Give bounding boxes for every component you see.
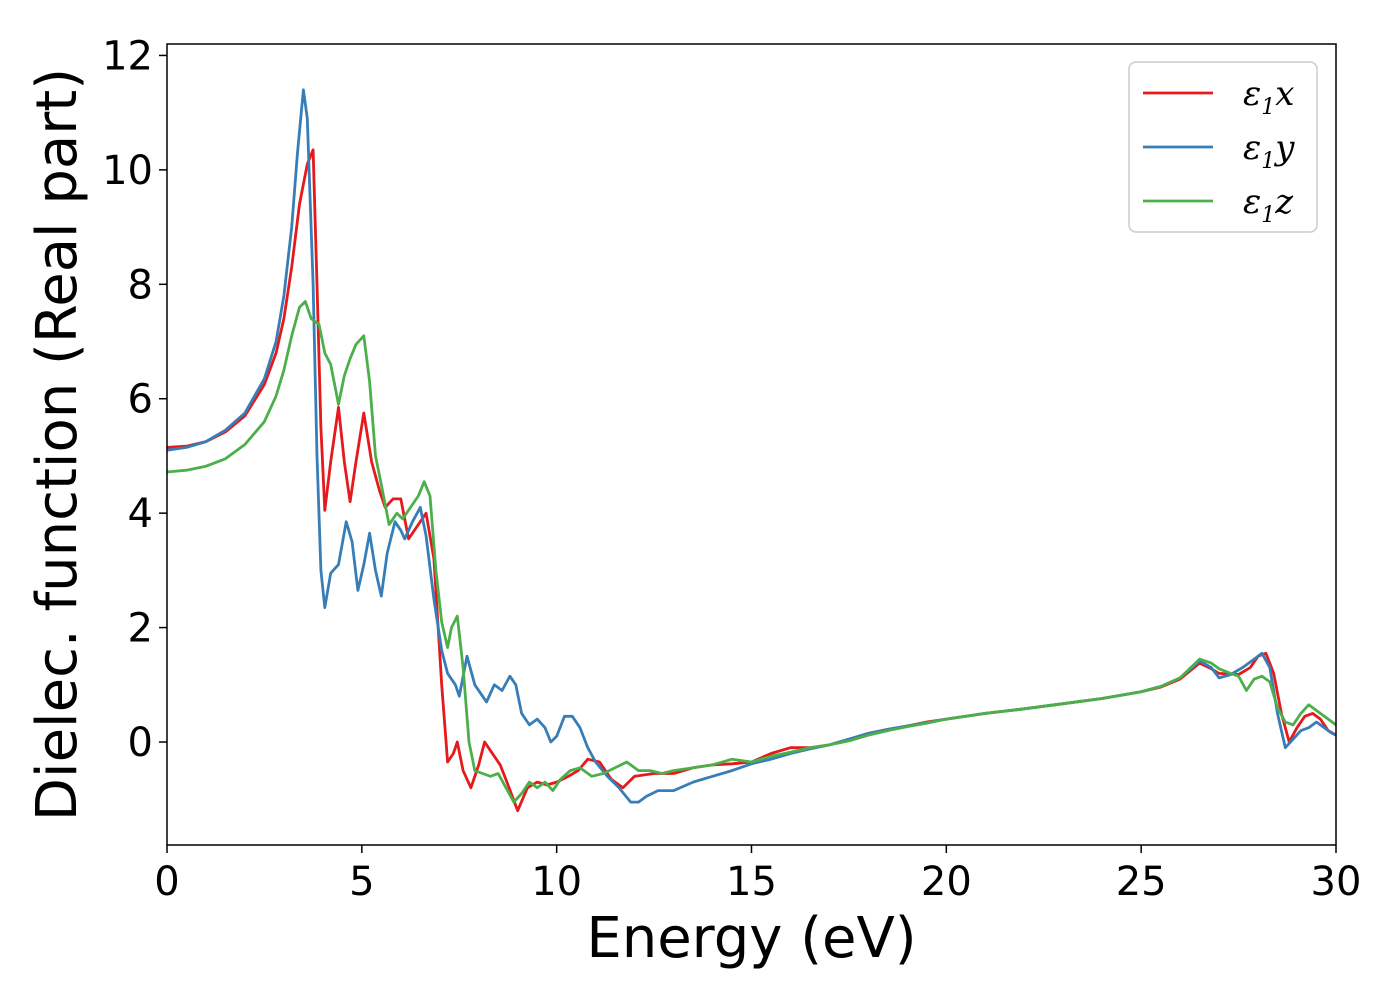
y-axis: 0 2 4 6 8 10 12 xyxy=(102,33,167,766)
x-tick-label: 30 xyxy=(1311,859,1362,905)
x-tick-label: 0 xyxy=(154,859,179,905)
x-axis: 0 5 10 15 20 25 30 xyxy=(154,845,1361,905)
y-tick-label: 0 xyxy=(128,720,153,766)
x-tick-label: 5 xyxy=(349,859,374,905)
y-axis-label: Dielec. function (Real part) xyxy=(25,68,90,821)
x-tick-label: 20 xyxy=(921,859,972,905)
x-tick-label: 10 xyxy=(531,859,582,905)
legend: ε1x ε1y ε1z xyxy=(1128,61,1318,233)
x-tick-label: 15 xyxy=(726,859,777,905)
series-line-z xyxy=(167,300,1336,804)
legend-label: ε1z xyxy=(1243,182,1294,228)
legend-item-z: ε1z xyxy=(1143,182,1294,228)
legend-box xyxy=(1128,61,1318,233)
legend-item-x: ε1x xyxy=(1143,74,1294,120)
legend-item-y: ε1y xyxy=(1143,128,1295,174)
y-tick-label: 4 xyxy=(128,491,153,537)
x-tick-label: 25 xyxy=(1116,859,1167,905)
y-tick-label: 8 xyxy=(128,262,153,308)
legend-label: ε1y xyxy=(1243,128,1295,174)
y-tick-label: 6 xyxy=(128,377,153,423)
legend-label: ε1x xyxy=(1243,74,1294,120)
y-tick-label: 10 xyxy=(102,148,153,194)
plot-lines xyxy=(167,88,1336,813)
series-line-x xyxy=(167,148,1336,813)
y-tick-label: 2 xyxy=(128,606,153,652)
x-axis-label: Energy (eV) xyxy=(586,906,916,971)
y-tick-label: 12 xyxy=(102,33,153,79)
